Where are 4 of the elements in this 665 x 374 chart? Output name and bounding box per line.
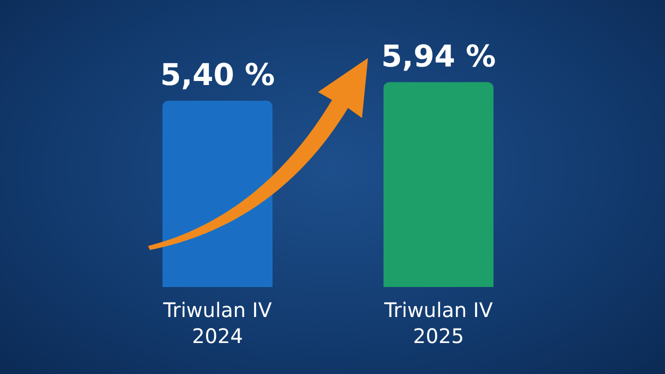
x-tick-label: Triwulan IV 2024 (162, 298, 272, 348)
x-tick-label: Triwulan IV 2025 (383, 298, 494, 348)
data-label: 5,94 % (381, 40, 496, 75)
data-label: 5,40 % (160, 58, 275, 94)
